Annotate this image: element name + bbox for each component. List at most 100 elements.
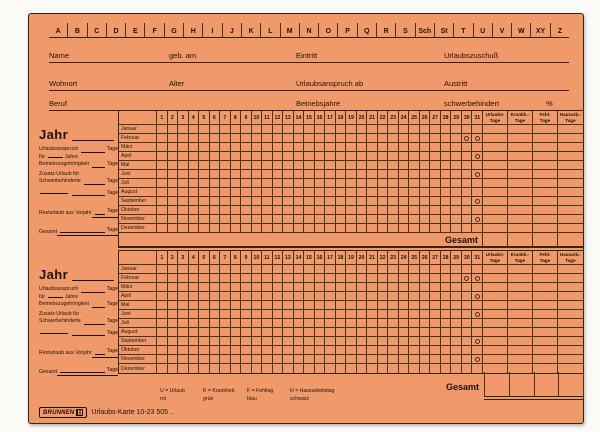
- fill-in-line: [60, 372, 105, 374]
- day-cell: [231, 134, 242, 142]
- entitlement-label-line: Schwerbehinderte: [39, 318, 81, 325]
- day-cell: [252, 188, 263, 196]
- day-cell: [378, 328, 389, 336]
- day-cell: [367, 143, 378, 151]
- day-cell: [399, 337, 410, 345]
- day-cell: [399, 188, 410, 196]
- summary-cell: [483, 179, 508, 187]
- day-cell: [472, 125, 483, 133]
- day-cell: [367, 355, 378, 363]
- month-row: Dezember: [119, 224, 583, 233]
- day-cell: [231, 274, 242, 282]
- no-such-day-circle: [464, 135, 470, 141]
- day-cell: [336, 197, 347, 205]
- day-cell: [231, 328, 242, 336]
- day-cell: [378, 283, 389, 291]
- day-cell: [357, 215, 368, 223]
- day-cell: [430, 274, 441, 282]
- day-cell: [315, 319, 326, 327]
- day-cell: [157, 224, 168, 232]
- summary-cell: [533, 319, 558, 327]
- day-cell: [231, 364, 242, 373]
- day-number-header: 5: [199, 251, 210, 264]
- day-cell: [178, 337, 189, 345]
- service-years-field-label: Betriebsjahre: [296, 99, 341, 108]
- day-cell: [168, 301, 179, 309]
- entitlement-label-line: [39, 330, 69, 338]
- day-cell: [294, 301, 305, 309]
- day-cell: [304, 224, 315, 232]
- index-tab-a: A: [49, 23, 69, 37]
- day-cell: [304, 319, 315, 327]
- entitlement-row: Urlaubsanspruch Tage: [39, 146, 118, 154]
- day-cell: [451, 283, 462, 291]
- day-cell: [399, 364, 410, 373]
- day-cell: [430, 328, 441, 336]
- day-cell: [178, 134, 189, 142]
- tage-label: Tage: [106, 226, 118, 233]
- day-cell: [399, 283, 410, 291]
- day-cell: [420, 134, 431, 142]
- day-cell: [157, 355, 168, 363]
- month-row: Mai: [119, 301, 583, 310]
- day-cell: [378, 346, 389, 354]
- index-tab-j: J: [223, 23, 242, 37]
- day-cell: [168, 161, 179, 169]
- day-cell: [283, 215, 294, 223]
- day-cell: [304, 215, 315, 223]
- day-cell: [168, 346, 179, 354]
- day-cell: [462, 143, 473, 151]
- day-cell: [273, 215, 284, 223]
- day-cell: [357, 152, 368, 160]
- entitlement-label: Urlaubsanspruch: [39, 146, 78, 154]
- day-cell: [315, 310, 326, 318]
- day-cell: [420, 346, 431, 354]
- day-cell: [231, 179, 242, 187]
- day-cell: [294, 328, 305, 336]
- day-cell: [367, 346, 378, 354]
- day-cell: [178, 152, 189, 160]
- summary-cell: [558, 197, 583, 205]
- day-cell: [430, 355, 441, 363]
- day-cell: [168, 265, 179, 273]
- day-cell: [378, 197, 389, 205]
- day-cell: [294, 188, 305, 196]
- entitlement-row: Resturlaub aus Vorjahr Tage: [39, 208, 118, 218]
- day-cell: [294, 197, 305, 205]
- summary-cell: [558, 337, 583, 345]
- day-cell: [189, 197, 200, 205]
- day-cell: [199, 161, 210, 169]
- day-cell: [283, 161, 294, 169]
- day-cell: [283, 301, 294, 309]
- summary-cell: [533, 161, 558, 169]
- index-tab-p: P: [338, 23, 358, 37]
- summary-cell: [533, 197, 558, 205]
- index-tab-h: H: [184, 23, 204, 37]
- day-cell: [357, 283, 368, 291]
- summary-cell: [483, 265, 508, 273]
- day-cell: [367, 206, 378, 214]
- day-cell: [210, 161, 221, 169]
- day-cell: [283, 274, 294, 282]
- summary-cell: [483, 170, 508, 178]
- day-cell: [462, 161, 473, 169]
- index-tab-sch: Sch: [416, 23, 435, 37]
- day-cell: [409, 301, 420, 309]
- summary-cell: [533, 265, 558, 273]
- day-cell: [283, 179, 294, 187]
- day-number-header: 28: [441, 111, 452, 124]
- day-cell: [178, 301, 189, 309]
- entry-date-field-label: Eintritt: [296, 51, 318, 60]
- summary-cell: [558, 188, 583, 196]
- index-tab-l: L: [261, 23, 281, 37]
- month-label: Oktober: [119, 206, 157, 214]
- entitlement-label-line: Resturlaub aus Vorjahr: [39, 350, 92, 357]
- day-cell: [388, 319, 399, 327]
- entitlement-label: Urlaubsanspruch: [39, 286, 78, 294]
- day-cell: [189, 152, 200, 160]
- index-tab-u: U: [474, 23, 493, 37]
- day-cell: [430, 197, 441, 205]
- day-cell: [409, 152, 420, 160]
- alphabet-tab-strip: A B C D E F G H I J K L M N O P Q R S Sch St T U V W XY Z: [49, 23, 569, 38]
- day-cell: [273, 328, 284, 336]
